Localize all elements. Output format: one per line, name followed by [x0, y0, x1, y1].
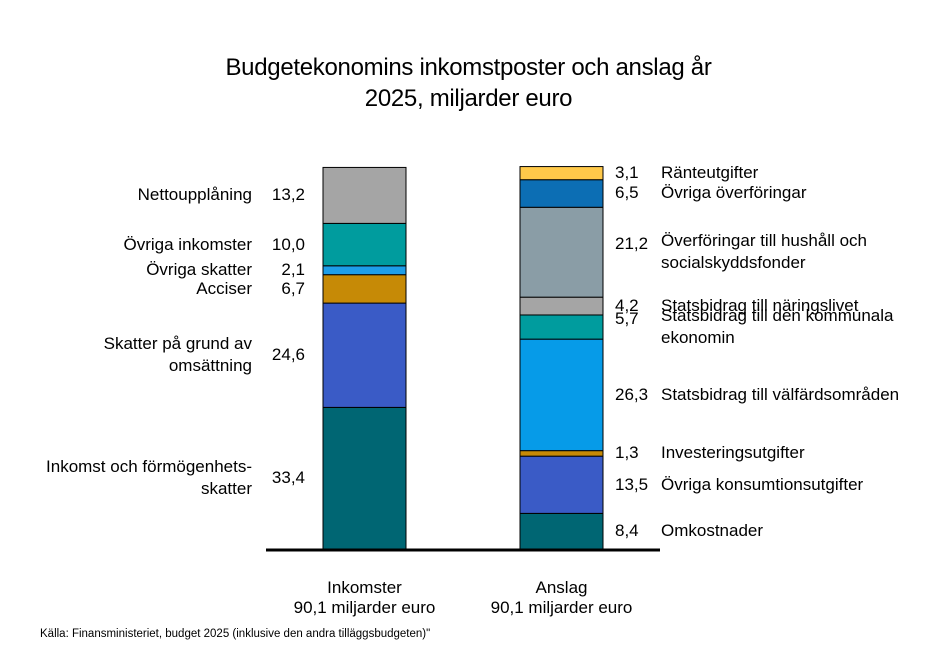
value-label: 2,1 [281, 260, 305, 280]
segment-label: skatter [200, 479, 252, 499]
value-label: 10,0 [271, 234, 305, 254]
segment-label: Omkostnader [661, 521, 764, 541]
segment-label: ekonomin [661, 328, 735, 348]
bar-segment [519, 166, 604, 181]
category-total-label: 90,1 miljarder euro [490, 598, 633, 617]
bar-segment [322, 406, 407, 550]
value-label: 13,2 [271, 185, 305, 205]
value-label: 6,7 [281, 278, 305, 298]
value-label: 3,1 [615, 163, 639, 183]
segment-label: Investeringsutgifter [661, 443, 805, 463]
segment-label: omsättning [168, 356, 252, 376]
bar-segment [519, 179, 604, 208]
bar-segment [322, 302, 407, 408]
value-label: 4,2 [615, 296, 639, 316]
segment-label: Statsbidrag till välfärdsområden [661, 384, 900, 404]
bar-segment [519, 314, 604, 340]
segment-label: Ränteutgifter [661, 163, 759, 183]
segment-label: Överföringar till hushåll och [661, 231, 867, 251]
value-label: 21,2 [615, 234, 649, 254]
value-label: 33,4 [271, 468, 305, 488]
value-label: 24,6 [271, 345, 305, 365]
segment-label: Övriga överföringar [661, 183, 807, 203]
value-label: 13,5 [615, 474, 649, 494]
segment-label: Övriga konsumtionsutgifter [661, 474, 864, 494]
segment-label: Acciser [196, 278, 252, 298]
bar-segment [322, 222, 407, 267]
category-label: Anslag [535, 578, 588, 597]
bar-segment [519, 296, 604, 316]
bar-segment [322, 265, 407, 276]
segment-label: Övriga inkomster [123, 234, 252, 254]
bar-segment [519, 450, 604, 457]
value-label: 6,5 [615, 183, 639, 203]
bar-segment [322, 274, 407, 304]
category-total-label: 90,1 miljarder euro [293, 598, 436, 617]
bar-segment [519, 512, 604, 550]
bar-segment [519, 338, 604, 452]
value-label: 26,3 [615, 384, 649, 404]
bar-segment [519, 206, 604, 298]
category-label: Inkomster [327, 578, 402, 597]
bar-segment [322, 166, 407, 224]
segment-label: Nettoupplåning [137, 185, 252, 205]
value-label: 8,4 [615, 521, 639, 541]
source-note: Källa: Finansministeriet, budget 2025 (i… [40, 628, 431, 640]
chart-title-line-1: Budgetekonomins inkomstposter och anslag… [225, 54, 712, 81]
segment-label: Inkomst och förmögenhets- [46, 457, 252, 477]
chart-title-line-2: 2025, miljarder euro [364, 85, 573, 112]
value-label: 1,3 [615, 443, 639, 463]
segment-label: Övriga skatter [146, 260, 252, 280]
value-label: 5,7 [615, 309, 639, 329]
segment-label: socialskyddsfonder [661, 253, 806, 273]
segment-label: Statsbidrag till den kommunala [661, 306, 894, 326]
bar-segment [519, 455, 604, 514]
segment-label: Statsbidrag till näringslivet [661, 296, 859, 316]
segment-label: Skatter på grund av [103, 334, 252, 354]
